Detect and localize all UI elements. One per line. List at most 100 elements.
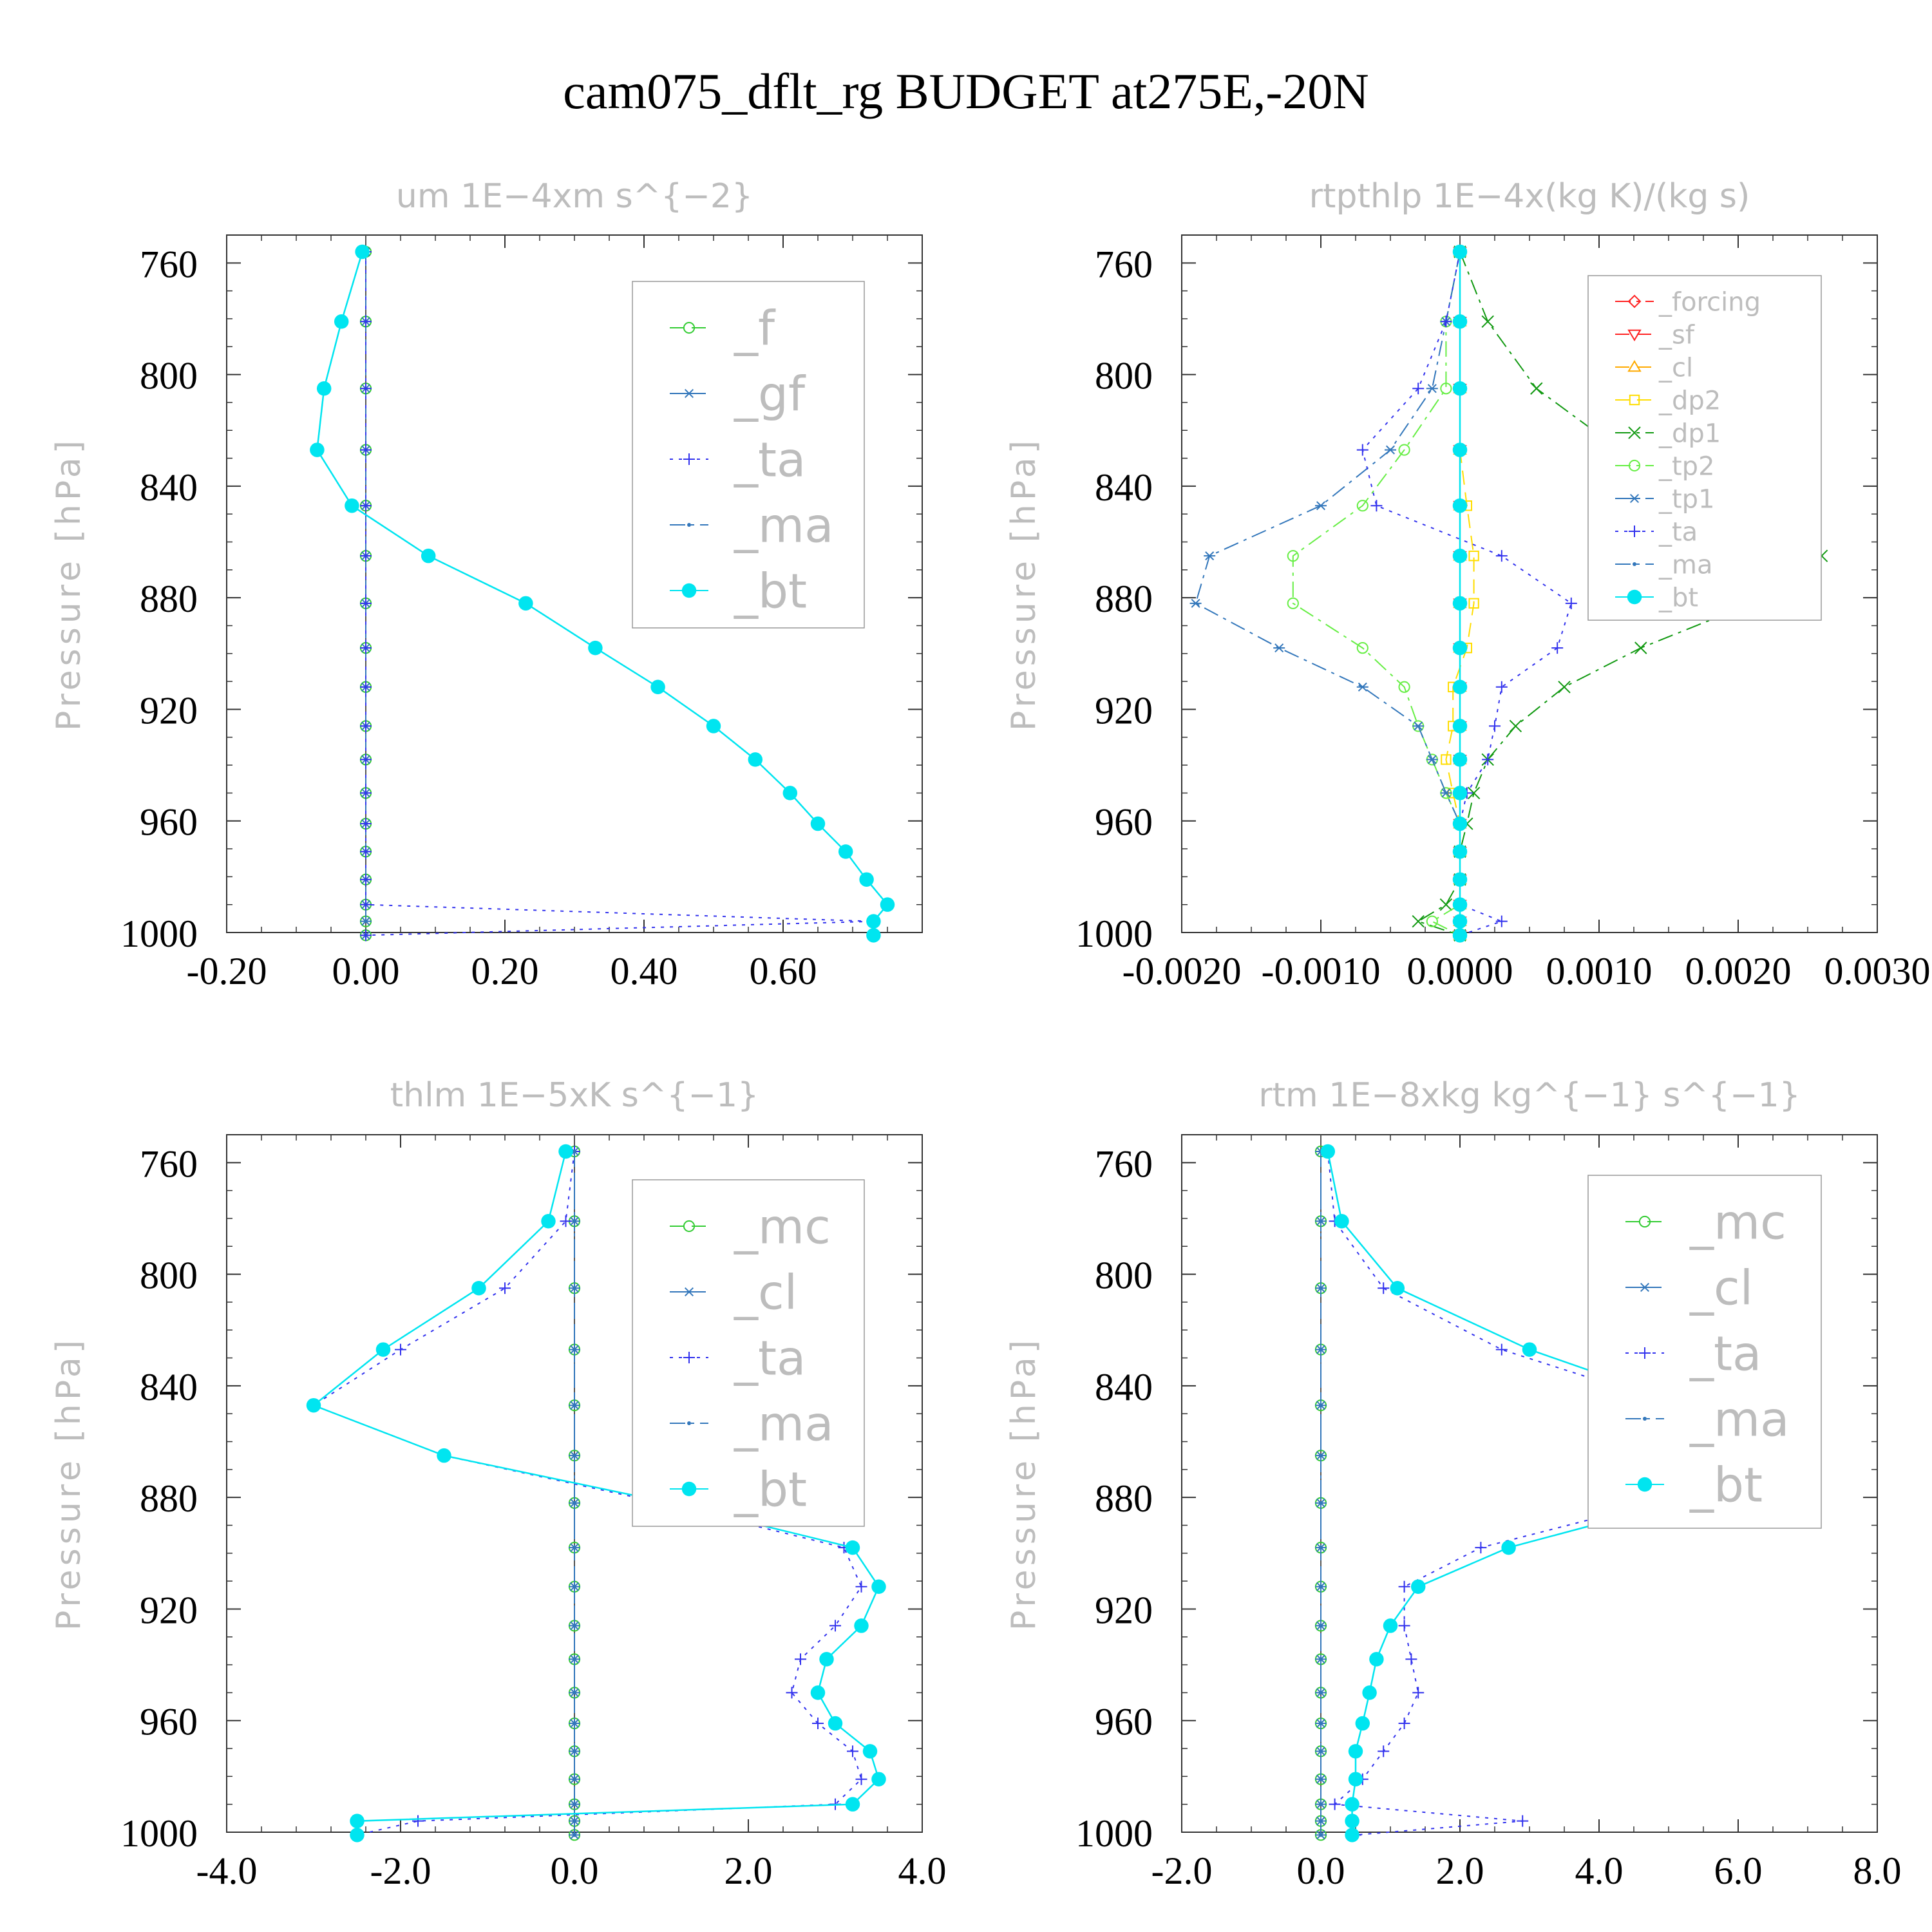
data-point (1441, 754, 1452, 765)
data-point (810, 1685, 826, 1700)
x-tick-label: 2.0 (724, 1850, 773, 1892)
data-point (1319, 1777, 1323, 1781)
series-line (1327, 1151, 1732, 1836)
data-point (1509, 719, 1522, 733)
y-tick-label: 760 (140, 1142, 198, 1185)
y-axis-label: Pressure [hPa] (50, 437, 88, 731)
data-point (360, 550, 372, 562)
legend-label: _ma (1658, 550, 1712, 580)
legend-marker (683, 1352, 695, 1363)
legend-marker (1629, 493, 1640, 504)
data-point (1319, 1833, 1323, 1837)
data-point (1405, 1653, 1417, 1665)
data-point (838, 844, 853, 859)
data-point (573, 1777, 576, 1781)
data-point (573, 1219, 576, 1224)
chart-panel-4: -2.0 0.0 2.0 4.0 6.0 8.0 760 800 840 880 920 960 100… (1005, 1076, 1902, 1892)
data-point (1452, 816, 1468, 831)
legend-marker (1633, 562, 1636, 566)
legend-label: _bt (1658, 583, 1698, 612)
data-point (1355, 1716, 1370, 1731)
data-point (1370, 500, 1383, 512)
data-point (706, 719, 721, 734)
data-point (1452, 928, 1468, 943)
series-tp2 (1287, 245, 1466, 942)
data-point (1440, 383, 1452, 395)
data-point (1440, 316, 1452, 328)
data-point (855, 1580, 867, 1593)
data-point (1495, 681, 1508, 693)
data-point (1398, 1580, 1410, 1593)
data-point (1329, 1798, 1341, 1810)
data-point (360, 500, 372, 512)
x-tick-label: 0.60 (750, 950, 817, 992)
data-point (1452, 679, 1468, 695)
data-point (845, 1540, 860, 1555)
y-tick-label: 800 (1095, 355, 1153, 397)
y-tick-label: 840 (1095, 1366, 1153, 1408)
data-point (1398, 681, 1410, 693)
legend-marker (1639, 1347, 1651, 1359)
y-tick-label: 880 (1095, 1477, 1153, 1520)
data-point (1348, 1772, 1363, 1786)
x-tick-label: -0.0020 (1122, 950, 1242, 992)
legend-label: _bt (734, 1463, 807, 1518)
data-point (1345, 1828, 1359, 1842)
data-point (1319, 1501, 1323, 1505)
data-point (650, 679, 665, 695)
legend-marker (683, 453, 695, 465)
figure-title: cam075_dflt_rg BUDGET at275E,-20N (563, 63, 1368, 119)
y-tick-label: 960 (140, 1701, 198, 1743)
data-point (1452, 596, 1468, 611)
legend-label: _forcing (1658, 287, 1761, 317)
y-tick-label: 840 (140, 466, 198, 509)
x-tick-label: -0.0010 (1262, 950, 1381, 992)
y-tick-label: 960 (140, 801, 198, 844)
legend-label: _gf (734, 367, 806, 422)
data-point (499, 1282, 511, 1294)
y-tick-label: 760 (1095, 1142, 1153, 1185)
data-point (412, 1815, 424, 1827)
data-point (828, 1716, 843, 1731)
series-line (1195, 251, 1461, 936)
data-point (350, 1828, 365, 1842)
y-axis-label: Pressure [hPa] (1005, 1336, 1043, 1631)
data-point (1319, 1546, 1323, 1550)
y-tick-label: 1000 (1075, 913, 1153, 955)
y-tick-label: 840 (140, 1366, 198, 1408)
data-point (1481, 315, 1494, 328)
y-tick-label: 960 (1095, 801, 1153, 844)
data-point (1551, 642, 1564, 654)
legend-label: _sf (1658, 320, 1695, 350)
legend-marker (683, 321, 696, 334)
data-point (1356, 500, 1368, 512)
data-point (573, 1501, 576, 1505)
data-point (360, 316, 372, 328)
legend-label: _bt (1689, 1458, 1763, 1513)
data-point (1452, 872, 1468, 887)
y-tick-label: 1000 (120, 1812, 198, 1855)
x-tick-label: 0.0010 (1546, 950, 1653, 992)
y-tick-label: 1000 (120, 913, 198, 955)
data-point (1378, 1745, 1390, 1757)
legend-marker (1637, 1477, 1653, 1492)
data-point (1634, 641, 1647, 654)
data-point (1378, 1282, 1390, 1294)
series-bt (1452, 244, 1468, 943)
legend-label: _tp1 (1658, 484, 1715, 514)
legend-label: _f (734, 301, 776, 357)
data-point (1440, 788, 1452, 798)
legend-marker (681, 1481, 697, 1497)
legend-label: _ta (1658, 517, 1698, 547)
data-point (1482, 753, 1494, 766)
legend-label: _ta (734, 1331, 806, 1387)
legend-marker (1628, 459, 1641, 472)
legend-marker (1627, 294, 1642, 308)
data-point (1398, 444, 1410, 456)
data-point (854, 1618, 869, 1633)
data-point (1319, 1749, 1323, 1754)
y-tick-label: 920 (140, 689, 198, 732)
series-line (1292, 251, 1461, 936)
y-tick-label: 800 (1095, 1255, 1153, 1297)
